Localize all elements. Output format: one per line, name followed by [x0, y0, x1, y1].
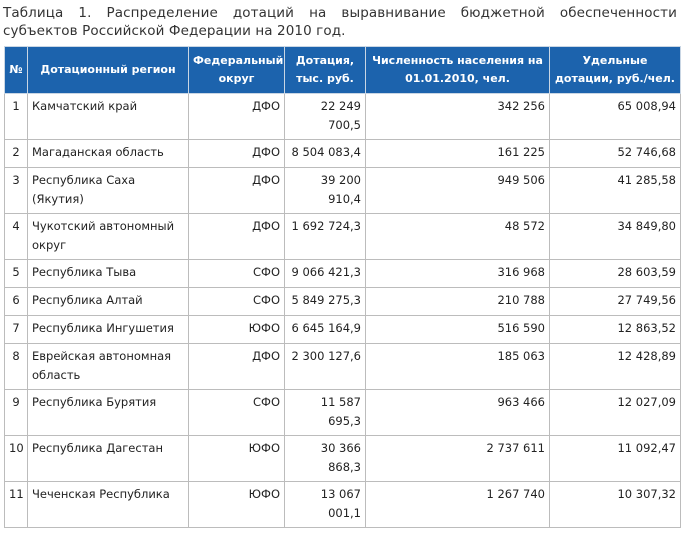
table-row: 1 Камчатский край ДФО 22 249 700,5 342 2… [4, 93, 681, 140]
cell-population: 185 063 [365, 343, 550, 390]
header-population: Численность населения на 01.01.2010, чел… [365, 46, 550, 94]
cell-population: 342 256 [365, 93, 550, 140]
cell-region: Республика Саха (Якутия) [27, 167, 189, 214]
cell-okrug: ДФО [188, 343, 285, 390]
cell-dotation: 39 200 910,4 [284, 167, 366, 214]
cell-num: 8 [4, 343, 28, 390]
cell-okrug: СФО [188, 389, 285, 436]
cell-population: 516 590 [365, 315, 550, 344]
table-row: 5 Республика Тыва СФО 9 066 421,3 316 96… [4, 259, 681, 288]
cell-per-capita: 10 307,32 [549, 481, 681, 528]
cell-per-capita: 52 746,68 [549, 139, 681, 168]
cell-dotation: 30 366 868,3 [284, 435, 366, 482]
table-row: 9 Республика Бурятия СФО 11 587 695,3 96… [4, 389, 681, 436]
cell-region: Магаданская область [27, 139, 189, 168]
table-row: 6 Республика Алтай СФО 5 849 275,3 210 7… [4, 287, 681, 316]
cell-num: 9 [4, 389, 28, 436]
cell-per-capita: 65 008,94 [549, 93, 681, 140]
cell-region: Камчатский край [27, 93, 189, 140]
cell-num: 5 [4, 259, 28, 288]
cell-per-capita: 12 863,52 [549, 315, 681, 344]
cell-population: 316 968 [365, 259, 550, 288]
header-dotation: Дотация, тыс. руб. [284, 46, 366, 94]
cell-per-capita: 12 027,09 [549, 389, 681, 436]
cell-num: 7 [4, 315, 28, 344]
cell-per-capita: 41 285,58 [549, 167, 681, 214]
cell-per-capita: 34 849,80 [549, 213, 681, 260]
cell-per-capita: 28 603,59 [549, 259, 681, 288]
cell-okrug: ДФО [188, 139, 285, 168]
cell-okrug: ДФО [188, 213, 285, 260]
cell-okrug: ЮФО [188, 315, 285, 344]
table-row: 4 Чукотский автономный округ ДФО 1 692 7… [4, 213, 681, 260]
cell-num: 6 [4, 287, 28, 316]
cell-okrug: СФО [188, 259, 285, 288]
table-row: 3 Республика Саха (Якутия) ДФО 39 200 91… [4, 167, 681, 214]
cell-dotation: 5 849 275,3 [284, 287, 366, 316]
cell-population: 1 267 740 [365, 481, 550, 528]
header-okrug: Федеральный округ [188, 46, 285, 94]
cell-per-capita: 11 092,47 [549, 435, 681, 482]
cell-region: Чукотский автономный округ [27, 213, 189, 260]
table-row: 8 Еврейская автономная область ДФО 2 300… [4, 343, 681, 390]
cell-dotation: 2 300 127,6 [284, 343, 366, 390]
cell-num: 11 [4, 481, 28, 528]
cell-dotation: 9 066 421,3 [284, 259, 366, 288]
cell-per-capita: 12 428,89 [549, 343, 681, 390]
cell-population: 963 466 [365, 389, 550, 436]
cell-dotation: 6 645 164,9 [284, 315, 366, 344]
cell-region: Чеченская Республика [27, 481, 189, 528]
table-row: 11 Чеченская Республика ЮФО 13 067 001,1… [4, 481, 681, 528]
cell-region: Республика Алтай [27, 287, 189, 316]
cell-num: 3 [4, 167, 28, 214]
cell-dotation: 22 249 700,5 [284, 93, 366, 140]
cell-dotation: 13 067 001,1 [284, 481, 366, 528]
cell-region: Еврейская автономная область [27, 343, 189, 390]
cell-num: 1 [4, 93, 28, 140]
header-region: Дотационный регион [27, 46, 189, 94]
cell-dotation: 8 504 083,4 [284, 139, 366, 168]
cell-population: 949 506 [365, 167, 550, 214]
cell-region: Республика Дагестан [27, 435, 189, 482]
cell-okrug: ЮФО [188, 481, 285, 528]
table-row: 2 Магаданская область ДФО 8 504 083,4 16… [4, 139, 681, 168]
cell-okrug: ДФО [188, 93, 285, 140]
cell-region: Республика Бурятия [27, 389, 189, 436]
cell-population: 2 737 611 [365, 435, 550, 482]
cell-region: Республика Ингушетия [27, 315, 189, 344]
cell-okrug: СФО [188, 287, 285, 316]
cell-dotation: 1 692 724,3 [284, 213, 366, 260]
cell-okrug: ЮФО [188, 435, 285, 482]
table-caption: Таблица 1. Распределение дотаций на выра… [3, 5, 677, 39]
cell-okrug: ДФО [188, 167, 285, 214]
header-per-capita: Удельные дотации, руб./чел. [549, 46, 681, 94]
cell-population: 161 225 [365, 139, 550, 168]
table-header-row: № Дотационный регион Федеральный округ Д… [4, 46, 681, 94]
header-num: № [4, 46, 28, 94]
subsidies-table: № Дотационный регион Федеральный округ Д… [4, 46, 681, 528]
cell-num: 10 [4, 435, 28, 482]
cell-per-capita: 27 749,56 [549, 287, 681, 316]
table-row: 7 Республика Ингушетия ЮФО 6 645 164,9 5… [4, 315, 681, 344]
table-row: 10 Республика Дагестан ЮФО 30 366 868,3 … [4, 435, 681, 482]
cell-dotation: 11 587 695,3 [284, 389, 366, 436]
cell-num: 4 [4, 213, 28, 260]
cell-population: 48 572 [365, 213, 550, 260]
cell-num: 2 [4, 139, 28, 168]
cell-population: 210 788 [365, 287, 550, 316]
cell-region: Республика Тыва [27, 259, 189, 288]
